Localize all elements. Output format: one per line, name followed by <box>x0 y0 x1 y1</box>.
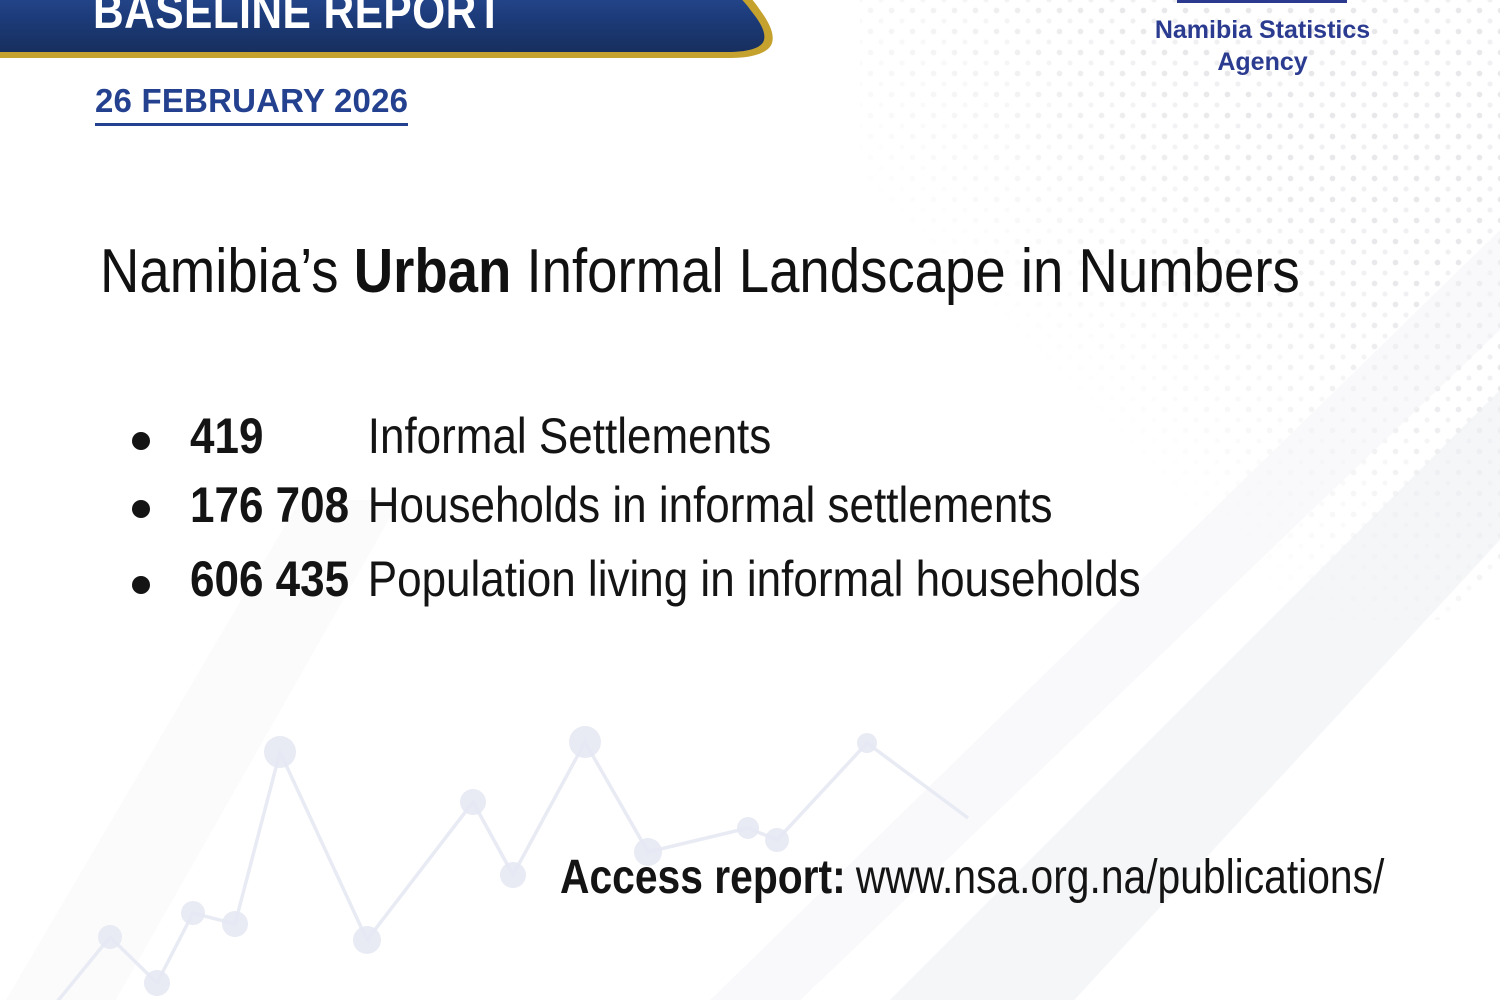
diagonal-band <box>890 390 1500 1000</box>
bullet-value: 606 435 <box>190 551 350 607</box>
access-report-label: Access report: <box>560 851 846 904</box>
banner-title: BASELINE REPORT <box>93 0 504 39</box>
bullet-label: Population living in informal households <box>367 551 1141 607</box>
title-part1: Namibia’s <box>100 237 354 306</box>
agency-name-line1: Namibia Statistics <box>1154 16 1371 44</box>
bullet-label: Informal Settlements <box>367 408 772 464</box>
diagonal-band-faint <box>710 230 1500 1000</box>
banner-ribbon <box>0 0 773 58</box>
agency-logo-crop <box>1177 0 1347 3</box>
report-date: 26 FEBRUARY 2026 <box>95 84 409 126</box>
corner-highlight <box>1138 560 1500 1000</box>
diagonal-band-left <box>5 500 400 1000</box>
title-part2: Informal Landscape in Numbers <box>511 237 1300 306</box>
bullet-dot <box>132 500 150 518</box>
bullet-value: 419 <box>190 408 264 464</box>
bullet-value: 176 708 <box>190 477 350 533</box>
bullet-label: Households in informal settlements <box>367 477 1053 533</box>
report-url[interactable]: www.nsa.org.na/publications/ <box>855 851 1385 904</box>
access-report-line: Access report: www.nsa.org.na/publication… <box>560 851 1385 905</box>
page-title: Namibia’s Urban Informal Landscape in Nu… <box>100 241 1300 303</box>
line-chart-nodes <box>98 726 877 996</box>
agency-name-line2: Agency <box>1217 48 1308 76</box>
bullet-dot <box>132 432 150 450</box>
banner-blue-shape <box>0 0 765 52</box>
agency-name: Namibia Statistics Agency <box>1095 14 1430 78</box>
title-bold-word: Urban <box>353 237 512 306</box>
bullet-dot <box>132 576 150 594</box>
